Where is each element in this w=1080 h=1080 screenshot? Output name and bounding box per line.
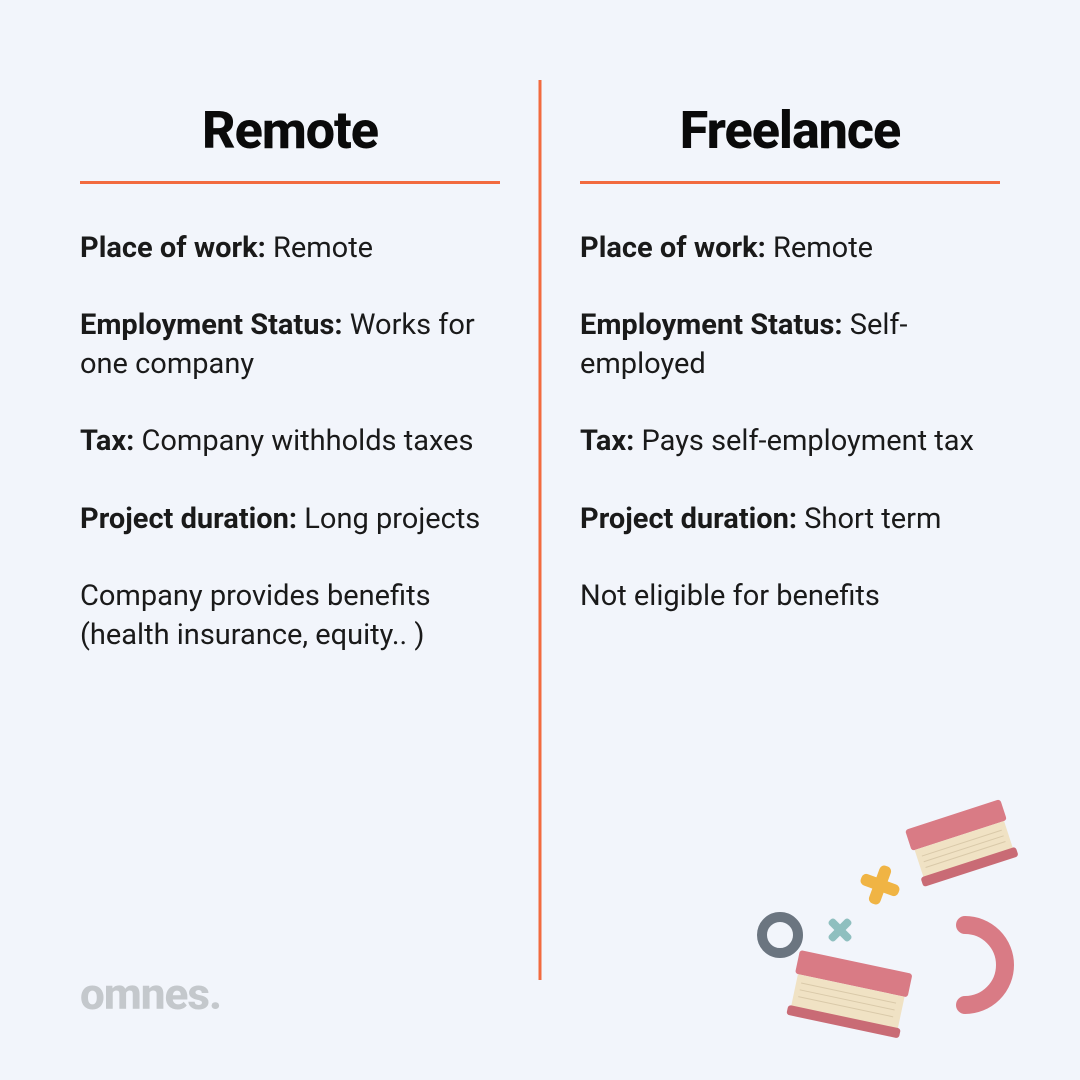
entry-label: Tax: [580,424,634,458]
entry-label: Project duration: [80,502,297,536]
column-heading: Freelance [580,100,1000,161]
entry-tax: Tax: Pays self-employment tax [580,422,1000,461]
entry-duration: Project duration: Long projects [80,500,500,539]
entry-label: Employment Status: [80,308,343,342]
entry-label: Place of work: [580,231,766,265]
comparison-table: Remote Place of work: Remote Employment … [0,0,1080,693]
entry-status: Employment Status: Self-employed [580,306,1000,384]
books-decoration-icon [730,790,1030,1050]
heading-underline [580,181,1000,184]
entry-value: Remote [766,231,873,265]
entry-value: Remote [266,231,373,265]
column-remote: Remote Place of work: Remote Employment … [80,100,530,693]
entry-tax: Tax: Company withholds taxes [80,422,500,461]
column-freelance: Freelance Place of work: Remote Employme… [530,100,1000,693]
heading-underline [80,181,500,184]
entry-status: Employment Status: Works for one company [80,306,500,384]
entry-label: Tax: [80,424,134,458]
entry-place: Place of work: Remote [580,229,1000,268]
column-heading: Remote [80,100,500,161]
entry-value: Pays self-employment tax [634,424,974,458]
entry-value: Company withholds taxes [134,424,473,458]
entry-place: Place of work: Remote [80,229,500,268]
entry-value: Short term [797,502,941,536]
entry-label: Employment Status: [580,308,843,342]
entry-value: Long projects [297,502,480,536]
entry-benefits: Company provides benefits (health insura… [80,577,500,655]
entry-value: Not eligible for benefits [580,579,880,613]
entry-label: Place of work: [80,231,266,265]
brand-logo: omnes. [80,968,221,1020]
entry-benefits: Not eligible for benefits [580,577,1000,616]
vertical-divider [539,80,542,980]
entry-label: Project duration: [580,502,797,536]
entry-duration: Project duration: Short term [580,500,1000,539]
entry-value: Company provides benefits (health insura… [80,579,431,652]
